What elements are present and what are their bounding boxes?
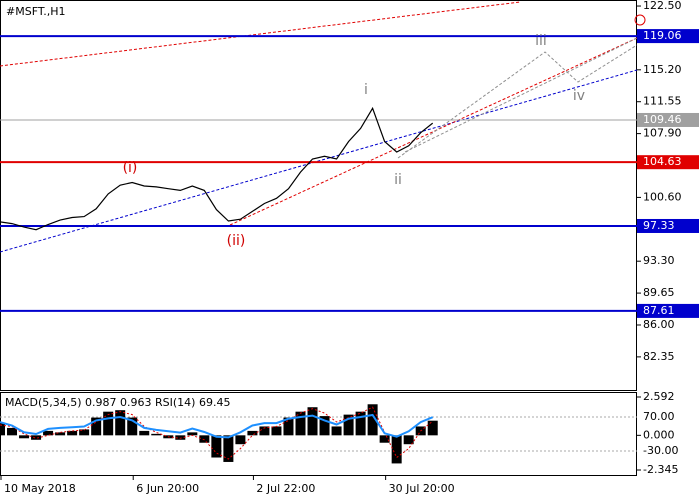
macd-bar [67,430,78,436]
y-tick-label: 100.60 [643,190,682,203]
trend-line [0,1,521,67]
trend-line [0,69,638,253]
trend-lines [0,1,646,253]
level-label: 109.46 [643,113,682,126]
level-label: 87.61 [643,304,675,317]
macd-bar [211,435,222,458]
y-tick-label: 86.00 [643,318,675,331]
x-tick-label: 30 Jul 20:00 [389,482,455,495]
macd-bar [235,435,246,445]
macd-bar [115,410,126,436]
macd-bar [151,433,162,436]
macd-bar [175,435,186,440]
macd-bar [55,432,66,436]
y-tick-label: 0.000 [643,428,675,441]
macd-bar [103,411,114,436]
level-label: 119.06 [643,29,682,42]
level-label-box [637,112,699,127]
macd-bar [187,432,198,436]
level-label-box [637,303,699,318]
macd-bar [331,426,342,436]
y-tick-label: -2.345 [643,463,678,476]
y-tick-label: 82.35 [643,350,675,363]
macd-bar [379,435,390,443]
y-tick-label: 115.20 [643,63,682,76]
macd-bar [127,417,138,436]
level-label: 104.63 [643,155,682,168]
wave-label: i [364,82,368,98]
marker [634,14,646,26]
series-line [0,106,434,231]
macd-bar [271,426,282,436]
chart-title: #MSFT.,H1 [6,5,66,18]
macd-bar [307,407,318,436]
macd-bar [247,430,258,436]
level-label: 97.33 [643,219,675,232]
price-panel [0,0,637,391]
macd-bar [7,427,18,436]
y-tick-label: 111.55 [643,95,682,108]
macd-bar [223,435,234,462]
x-tick-label: 6 Jun 20:00 [136,482,199,495]
macd-bar [355,411,366,436]
macd-bar [295,411,306,436]
macd-bar [91,417,102,436]
macd-bar [139,430,150,436]
macd-bar [427,420,438,436]
x-tick-label: 2 Jul 22:00 [256,482,315,495]
macd-bar [403,435,414,445]
macd-bar [259,426,270,436]
wave-label: iii [535,33,547,49]
indicator-label: MACD(5,34,5) 0.987 0.963 RSI(14) 69.45 [5,396,230,409]
wave-label: (i) [123,160,138,176]
projection [397,44,638,159]
wave-label: (ii) [227,233,246,249]
x-tick-label: 10 May 2018 [4,482,76,495]
macd-bar [391,435,402,464]
macd-bar [79,429,90,436]
level-label-box [637,29,699,44]
projection [404,37,638,153]
macd-bar [199,435,210,443]
y-tick-label: 2.592 [643,390,675,403]
level-label-box [637,218,699,233]
y2-tick-label: 70.00 [643,410,675,423]
y-tick-label: 89.65 [643,286,675,299]
wave-label: iv [573,88,585,104]
macd-bar [31,435,42,440]
series-line [0,413,434,439]
y-tick-label: 93.30 [643,254,675,267]
y2-tick-label: -30.00 [643,444,678,457]
macd-bar [19,435,30,439]
macd-bar [0,423,5,436]
wave-label: ii [394,172,402,188]
macd-bar [343,414,354,436]
macd-bar [367,404,378,436]
macd-bar [319,416,330,436]
y-tick-label: 122.50 [643,0,682,12]
y-tick-label: 107.90 [643,127,682,140]
macd-bar [283,417,294,436]
macd-bar [43,430,54,436]
level-label-box [637,155,699,170]
